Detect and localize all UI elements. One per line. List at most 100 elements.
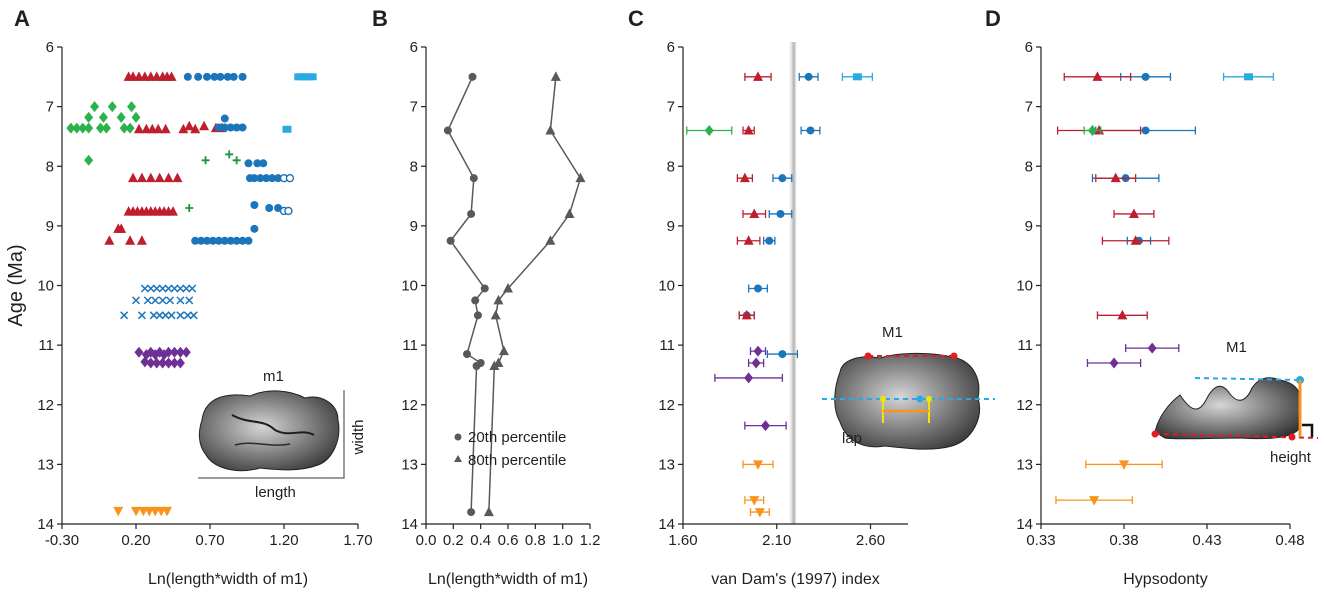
data-point [232,236,241,245]
legend-80th-label: 80th percentile [468,452,566,469]
data-point [183,311,192,320]
data-point [203,72,212,81]
data-point [125,122,135,134]
x-tick-label: 0.0 [416,532,437,549]
panel-label-d: D [985,6,1001,31]
x-tick-label: 0.2 [443,532,464,549]
data-point [226,123,235,132]
data-point [152,357,162,369]
panel-b-legend: 20th percentile 80th percentile [454,429,566,469]
data-point [167,311,176,320]
x-tick-label: 1.20 [269,532,298,549]
data-point [744,372,754,384]
data-point [194,72,203,81]
point-80th-percentile [490,309,501,320]
y-tick-label: 12 [37,397,54,414]
y-tick-label: 9 [1025,218,1033,235]
data-point [210,72,219,81]
data-point [1244,73,1253,81]
y-tick-label: 10 [1016,278,1033,295]
y-tick-label: 14 [37,516,54,533]
x-tick-label: 0.70 [195,532,224,549]
data-point [136,235,147,245]
data-point [1089,496,1100,506]
M1-lateral-image [1154,377,1301,440]
x-tick-label: 0.4 [470,532,491,549]
data-point [776,209,785,218]
data-point [307,73,317,81]
data-point [84,122,94,134]
data-point [220,123,229,132]
data-point [1094,124,1105,135]
data-point [1130,235,1141,245]
data-point [739,172,750,183]
panel-label-a: A [14,6,30,31]
data-point [250,174,259,183]
y-tick-label: 10 [658,278,675,295]
data-point [754,508,765,518]
y-tick-label: 7 [667,99,675,116]
data-point [244,159,253,168]
point-20th-percentile [467,508,476,517]
data-point [176,284,185,293]
y-axis-label: Age (Ma) [5,244,27,326]
data-point [113,506,124,517]
data-point [145,172,156,183]
data-point [84,154,94,166]
panel-a-inset: m1 length width [198,368,367,501]
data-point [183,72,192,81]
data-point [154,172,165,183]
y-tick-label: 13 [401,456,418,473]
data-point [133,123,144,134]
y-tick-label: 11 [659,337,675,354]
inset-a-width: width [350,419,367,455]
data-point [238,236,247,245]
data-point [185,203,194,212]
data-point [158,284,167,293]
data-point [704,124,714,136]
data-point [176,311,185,320]
data-point [220,114,229,123]
inset-a-title: m1 [263,368,284,385]
data-point [170,284,179,293]
point-20th-percentile [446,236,455,245]
inset-c-title: M1 [882,324,903,341]
data-point [743,235,754,245]
data-point [285,173,295,183]
y-tick-label: 8 [46,158,54,175]
data-point [274,174,283,183]
data-point [216,72,225,81]
data-point [1109,357,1119,369]
point-20th-percentile [443,126,452,135]
data-point [176,296,185,305]
data-point [754,284,762,293]
panel-label-c: C [628,6,644,31]
data-point [244,236,253,245]
data-point [1141,72,1150,81]
point-20th-percentile [473,311,482,320]
x-axis-label: Ln(length*width of m1) [148,571,308,588]
data-point [140,356,150,368]
data-point [751,357,761,369]
y-tick-label: 11 [38,337,54,354]
inset-a-length: length [255,484,296,501]
data-point [143,296,152,305]
x-tick-label: 0.6 [498,532,519,549]
data-point [166,296,175,305]
data-point [265,203,274,212]
data-point [188,284,197,293]
panel-a-chart: 6 7 8 9 10 11 12 13 14-0.30 0.20 0.70 1.20 1.70 Ln(le… [5,39,373,588]
data-point [78,122,88,134]
y-tick-label: 9 [410,218,418,235]
data-point [262,174,271,183]
point-80th-percentile [545,124,556,135]
data-point [146,357,156,369]
data-point [229,72,238,81]
x-axis-label: van Dam's (1997) index [711,571,879,588]
point-80th-percentile [503,282,513,293]
point-80th-percentile [498,345,509,356]
x-tick-label: 0.8 [525,532,546,549]
point-20th-percentile [468,72,477,81]
panel-b-chart: 6 7 8 9 10 11 12 13 140.0 0.2 0.4 0.6 0.8 1.0 1.2 Ln(le… [401,39,600,588]
point-80th-percentile [575,172,586,183]
